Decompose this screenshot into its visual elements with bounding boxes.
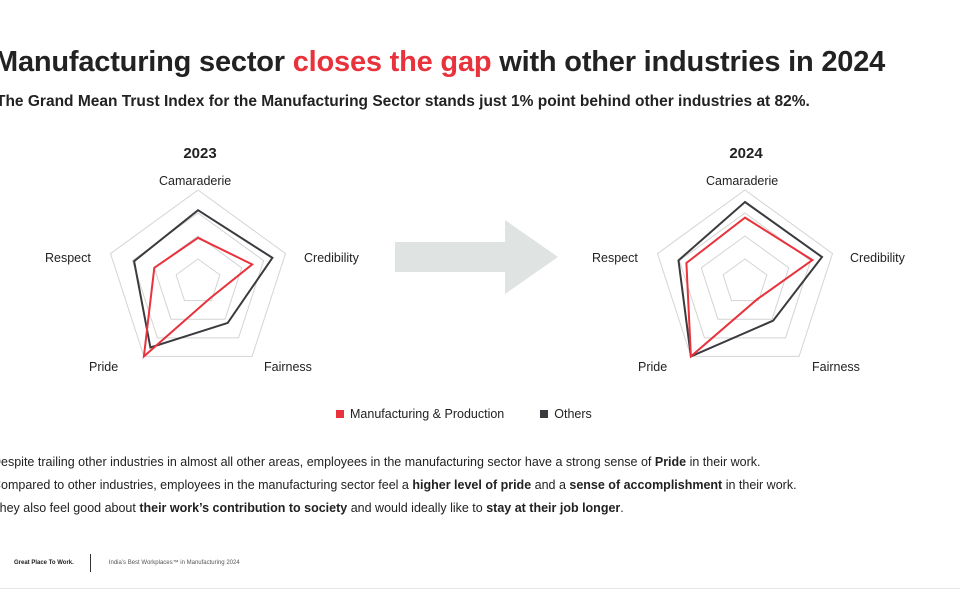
legend-item-manufacturing: Manufacturing & Production <box>336 407 504 421</box>
radar-grid-ring <box>153 235 243 320</box>
chart-legend: Manufacturing & Production Others <box>336 407 592 421</box>
findings-text: Despite trailing other industries in alm… <box>0 451 797 520</box>
radar-series-manufacturing-2024 <box>685 216 815 359</box>
finding-text: They also feel good about <box>0 501 140 515</box>
radar-series-others-2023 <box>133 208 274 349</box>
page-footer: Great Place To Work. India’s Best Workpl… <box>0 548 240 578</box>
legend-swatch-manufacturing <box>336 410 344 418</box>
chart-2023-axis-pride: Pride <box>89 360 119 374</box>
chart-2024-axis-credibility: Credibility <box>850 251 905 265</box>
radar-grid-ring <box>700 235 790 320</box>
radar-series-others-2024 <box>677 200 824 358</box>
finding-text: . <box>620 501 624 515</box>
chart-2024-axis-fairness: Fairness <box>812 360 860 374</box>
chart-2024-title: 2024 <box>729 145 763 162</box>
legend-swatch-others <box>540 410 549 418</box>
chart-2023-axis-credibility: Credibility <box>304 251 359 265</box>
footer-brand: Great Place To Work. <box>14 560 74 566</box>
title-accent: closes the gap <box>292 46 492 78</box>
footer-rule <box>0 588 960 589</box>
chart-2023-axis-fairness: Fairness <box>264 360 312 374</box>
finding-text: in their work. <box>722 478 797 492</box>
radar-grid-ring <box>109 189 287 357</box>
finding-emphasis: higher level of pride <box>412 478 532 492</box>
finding-text: and would ideally like to <box>347 501 487 515</box>
radar-grid-ring <box>656 189 834 357</box>
finding-emphasis: Pride <box>654 455 687 469</box>
footer-divider <box>89 554 91 572</box>
finding-line: Despite trailing other industries in alm… <box>0 451 797 474</box>
page-title: Manufacturing sector closes the gap with… <box>0 46 885 79</box>
finding-emphasis: sense of accomplishment <box>569 478 723 492</box>
finding-text: Despite trailing other industries in alm… <box>0 455 655 469</box>
radar-series-manufacturing-2023 <box>142 236 255 359</box>
transition-arrow <box>395 220 558 294</box>
legend-item-others: Others <box>540 407 592 421</box>
legend-label-manufacturing: Manufacturing & Production <box>350 407 505 421</box>
title-part-1: Manufacturing sector <box>0 46 293 78</box>
radar-grid-ring <box>175 258 221 302</box>
finding-text: in their work. <box>686 455 761 469</box>
legend-label-others: Others <box>554 407 592 421</box>
chart-2024-axis-camaraderie: Camaraderie <box>706 174 779 188</box>
footer-tagline: India’s Best Workplaces™ in Manufacturin… <box>108 560 240 566</box>
chart-2023-title: 2023 <box>183 145 217 162</box>
finding-line: They also feel good about their work’s c… <box>0 497 797 520</box>
finding-emphasis: stay at their job longer <box>486 501 621 515</box>
finding-text: and a <box>531 478 570 492</box>
finding-emphasis: their work’s contribution to society <box>139 501 348 515</box>
title-part-2: with other industries in 2024 <box>491 46 886 78</box>
finding-text: Compared to other industries, employees … <box>0 478 413 492</box>
radar-grid-ring <box>722 258 768 302</box>
finding-line: Compared to other industries, employees … <box>0 474 797 497</box>
page-subtitle: The Grand Mean Trust Index for the Manuf… <box>0 93 810 110</box>
chart-2023-axis-respect: Respect <box>45 251 91 265</box>
chart-2024-axis-respect: Respect <box>592 251 638 265</box>
chart-2024-axis-pride: Pride <box>638 360 668 374</box>
chart-2023-axis-camaraderie: Camaraderie <box>159 174 232 188</box>
